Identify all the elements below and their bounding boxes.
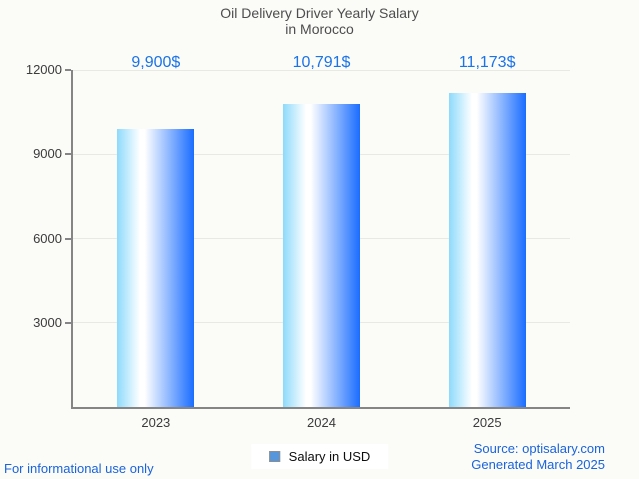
- x-axis-label: 2024: [307, 415, 336, 430]
- y-axis-tick: [65, 153, 71, 156]
- x-axis-label: 2025: [472, 415, 502, 430]
- y-axis-label: 6000: [33, 230, 62, 246]
- y-axis-tick: [65, 321, 71, 324]
- source-attribution: Source: optisalary.com Generated March 2…: [471, 441, 605, 473]
- source-line: Source: optisalary.com: [473, 441, 605, 456]
- value-label: 10,791$: [292, 54, 351, 71]
- disclaimer-note: For informational use only: [4, 461, 154, 476]
- y-axis-tick: [65, 237, 71, 240]
- generated-line: Generated March 2025: [471, 457, 605, 472]
- chart-title-line1: Oil Delivery Driver Yearly Salary: [220, 5, 419, 21]
- y-axis-tick: [65, 69, 71, 71]
- chart-title-line2: in Morocco: [285, 21, 354, 37]
- plot-area: 3000 6000 9000 12000: [26, 62, 570, 409]
- y-axis-label: 3000: [33, 314, 62, 330]
- value-label: 9,900$: [131, 54, 181, 71]
- bar: [448, 93, 526, 407]
- bar: [117, 128, 195, 407]
- x-axis-label: 2023: [141, 415, 171, 430]
- chart-title: Oil Delivery Driver Yearly Salary in Mor…: [0, 5, 639, 37]
- bar: [283, 103, 360, 407]
- gridline: [73, 69, 570, 71]
- value-label: 11,173$: [458, 54, 516, 71]
- y-axis-label: 12000: [25, 62, 62, 77]
- legend: Salary in USD: [250, 444, 389, 469]
- y-axis-label: 9000: [33, 146, 62, 162]
- legend-marker-icon: [268, 451, 280, 462]
- legend-label: Salary in USD: [288, 449, 371, 464]
